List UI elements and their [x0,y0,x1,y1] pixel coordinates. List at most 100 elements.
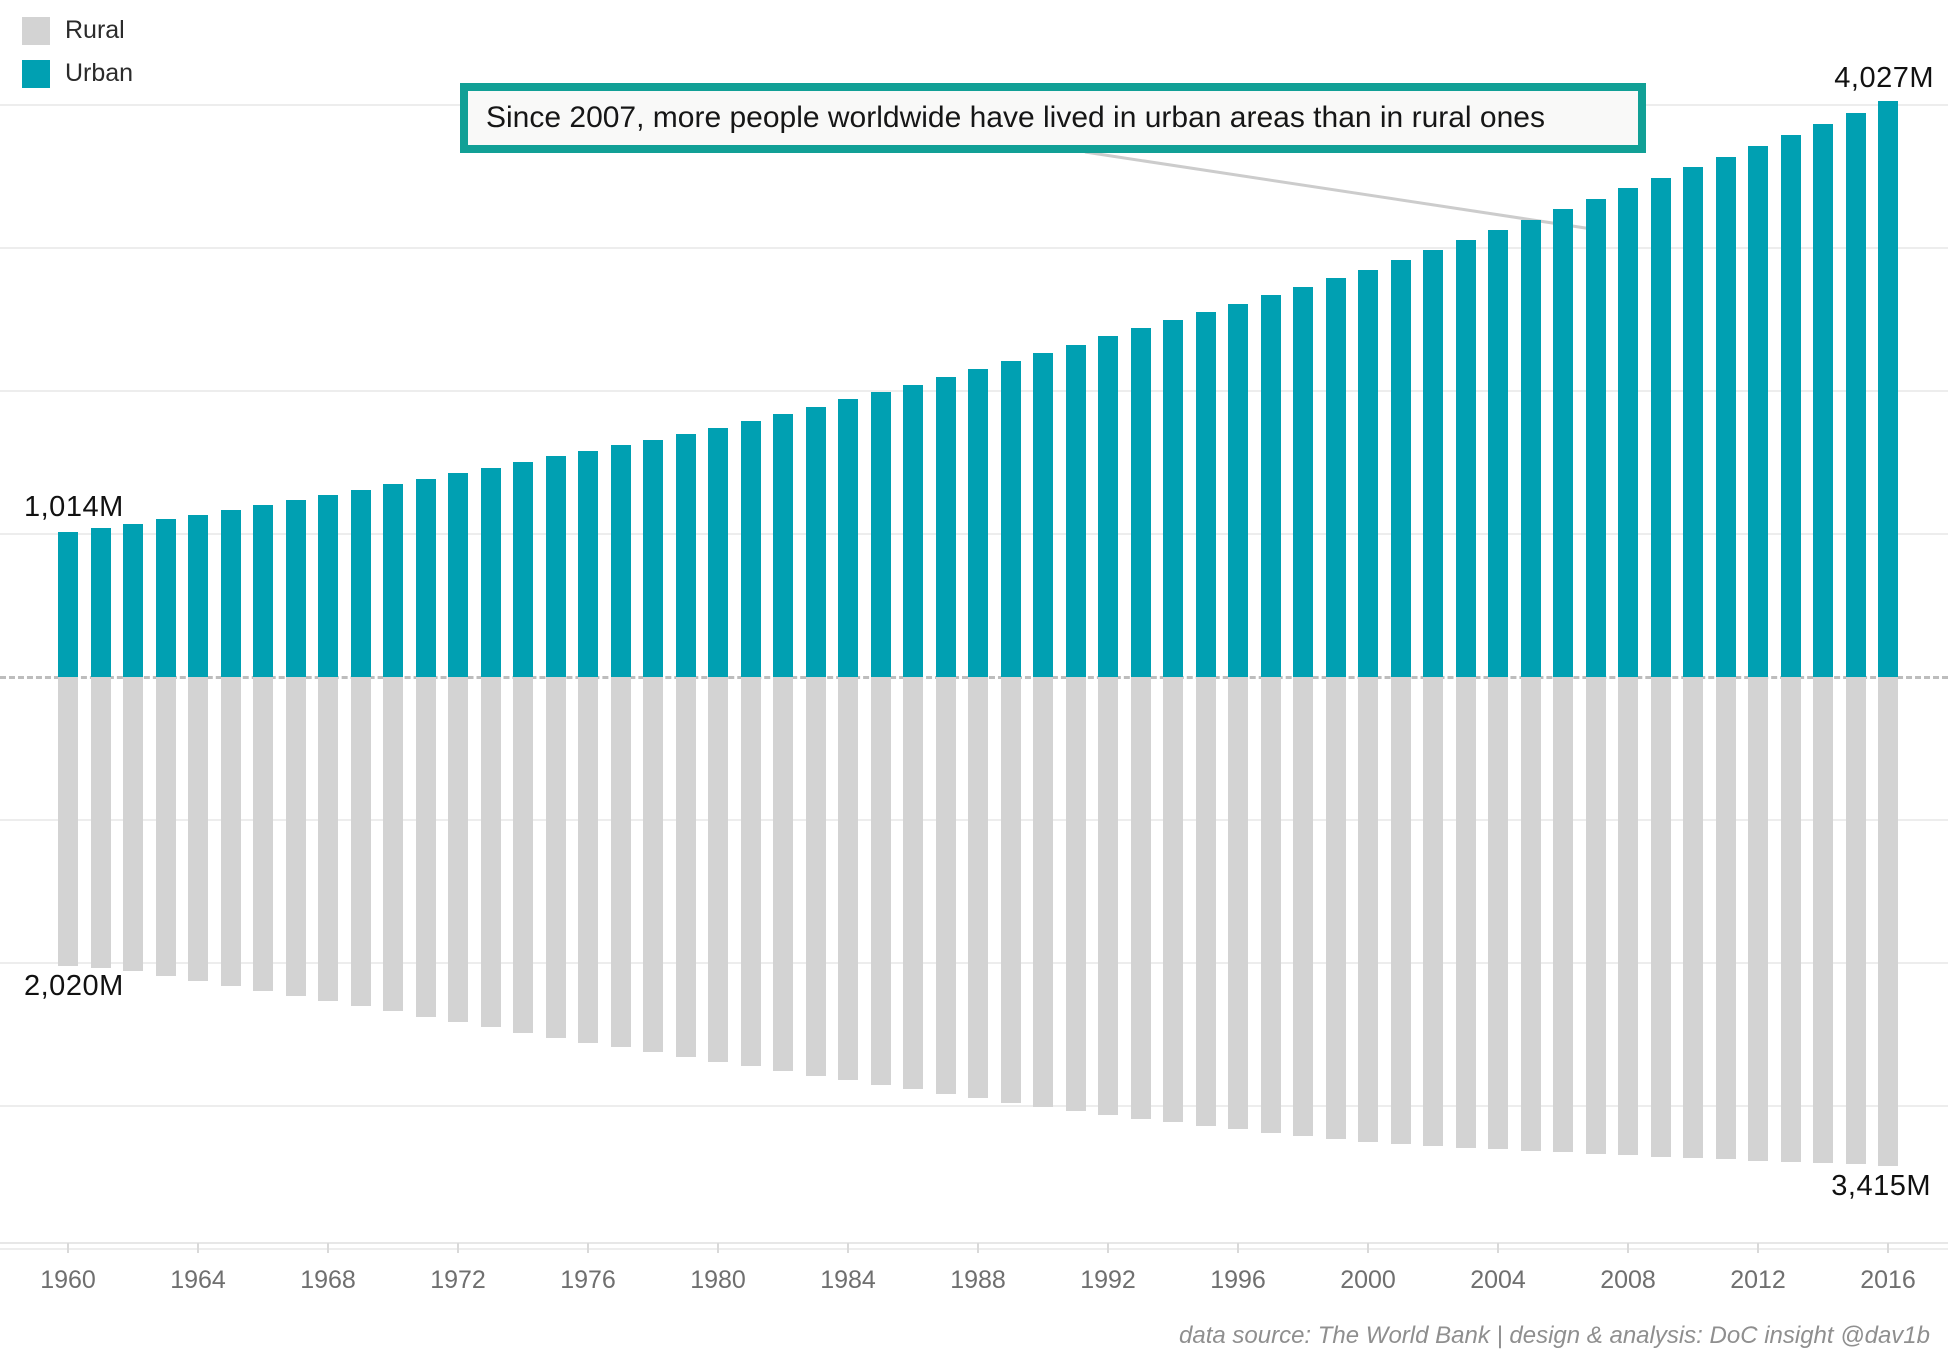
urban-bar-1977 [610,445,631,677]
urban-bar-2003 [1455,240,1476,677]
urban-2016-value-label: 4,027M [1834,62,1934,94]
rural-bar-1971 [415,677,436,1017]
urban-bar-1990 [1033,352,1053,677]
x-tick-2012 [1757,1243,1759,1253]
x-tick-1988 [977,1243,979,1253]
urban-bar-1964 [188,514,208,677]
urban-bar-2014 [1813,123,1833,677]
urban-bar-1992 [1098,336,1118,677]
x-label-1992: 1992 [1080,1266,1136,1294]
callout-text: Since 2007, more people worldwide have l… [486,101,1545,134]
rural-bar-1975 [545,677,566,1038]
rural-1960-value-label: 2,020M [24,970,124,1002]
urban-bar-2000 [1358,269,1378,677]
urban-bar-1973 [480,467,501,677]
rural-bar-1991 [1065,677,1086,1112]
x-label-2004: 2004 [1470,1266,1526,1294]
urban-bar-1980 [708,427,728,677]
urban-bar-1981 [740,420,761,677]
x-label-2012: 2012 [1730,1266,1786,1294]
x-tick-2000 [1367,1243,1369,1253]
rural-bar-1962 [123,677,143,972]
x-label-1996: 1996 [1210,1266,1266,1294]
urban-bar-2001 [1390,260,1411,677]
x-label-1964: 1964 [170,1266,226,1294]
urban-bar-1961 [90,528,111,677]
rural-bar-1981 [740,677,761,1067]
rural-bar-1964 [188,677,208,981]
urban-bar-1983 [805,406,826,677]
rural-bar-1997 [1260,677,1281,1133]
rural-bar-1988 [968,677,988,1099]
urban-bar-1987 [935,376,956,677]
urban-bar-1986 [903,384,923,677]
urban-bar-2002 [1423,250,1443,677]
rural-bar-1979 [675,677,696,1058]
urban-bar-2005 [1520,219,1541,677]
rural-bar-1999 [1325,677,1346,1139]
x-label-1960: 1960 [40,1266,96,1294]
rural-bar-1986 [903,677,923,1090]
urban-1960-value-label: 1,014M [24,491,124,523]
urban-bar-1967 [285,499,306,677]
rural-bar-1970 [383,677,403,1012]
rural-bar-1992 [1098,677,1118,1116]
rural-bar-2002 [1423,677,1443,1146]
rural-bar-1993 [1130,677,1151,1119]
rural-bar-1972 [448,677,468,1023]
rural-bar-2014 [1813,677,1833,1164]
rural-bar-1982 [773,677,793,1071]
rural-bar-2008 [1618,677,1638,1156]
urban-bar-2015 [1845,113,1866,677]
x-tick-1964 [197,1243,199,1253]
rural-bar-1963 [155,677,176,977]
rural-bar-1990 [1033,677,1053,1108]
rural-swatch-icon [22,16,50,45]
legend: Rural Urban [22,16,133,102]
rural-bar-1998 [1293,677,1313,1136]
rural-bar-2005 [1520,677,1541,1151]
rural-bar-1974 [513,677,533,1033]
x-tick-2016 [1887,1243,1889,1253]
rural-2016-value-label: 3,415M [1831,1170,1931,1202]
rural-bar-1968 [318,677,338,1001]
gridline-4000M [0,1248,1948,1251]
x-axis-line [0,1242,1948,1244]
x-label-2000: 2000 [1340,1266,1396,1294]
urban-bar-2012 [1748,145,1768,677]
rural-bar-1983 [805,677,826,1076]
urban-bar-1995 [1195,311,1216,677]
urban-bar-1997 [1260,295,1281,677]
x-label-1984: 1984 [820,1266,876,1294]
rural-bar-1995 [1195,677,1216,1127]
urban-bar-1970 [383,484,403,677]
urban-bar-1975 [545,456,566,677]
legend-label-rural: Rural [65,16,125,44]
urban-bar-1963 [155,519,176,677]
x-tick-1972 [457,1243,459,1253]
x-label-1976: 1976 [560,1266,616,1294]
urban-bar-1994 [1163,320,1183,677]
gridline-3000M [0,1105,1948,1108]
urban-bar-1966 [253,505,273,677]
urban-bar-1971 [415,478,436,677]
rural-bar-2000 [1358,677,1378,1142]
rural-bar-1961 [90,677,111,968]
urban-bar-1993 [1130,328,1151,677]
urban-bar-1969 [350,489,371,677]
rural-bar-2003 [1455,677,1476,1148]
rural-bar-2004 [1488,677,1508,1150]
footer-credit: data source: The World Bank | design & a… [1179,1322,1930,1349]
x-label-1968: 1968 [300,1266,356,1294]
rural-bar-2012 [1748,677,1768,1161]
x-tick-2004 [1497,1243,1499,1253]
urban-bar-2008 [1618,188,1638,677]
urban-bar-1996 [1228,303,1248,677]
rural-bar-1985 [870,677,891,1085]
rural-bar-1996 [1228,677,1248,1130]
rural-bar-2013 [1780,677,1801,1162]
urban-bar-1978 [643,439,663,677]
